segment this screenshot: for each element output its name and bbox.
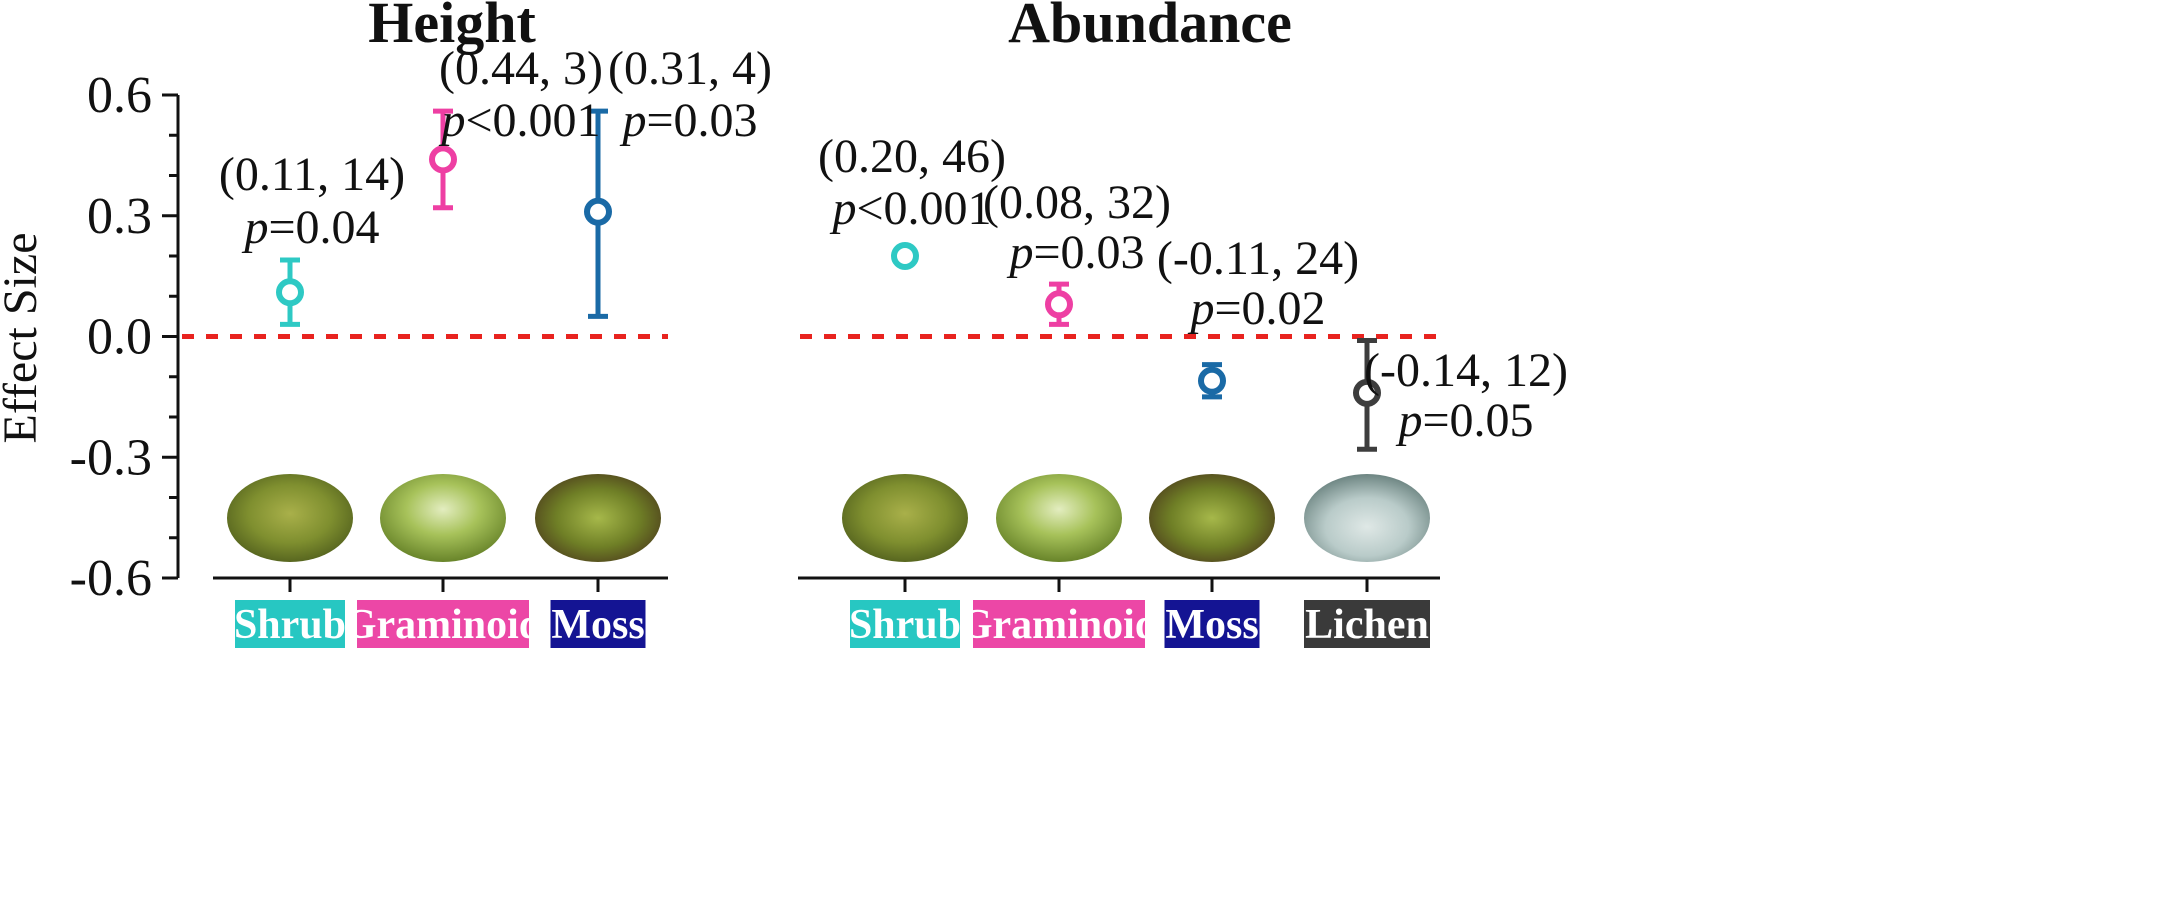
- category-label: Lichen: [1305, 602, 1429, 648]
- moss-photo: [535, 474, 661, 562]
- annotation-p-value: p=0.04: [241, 201, 379, 254]
- annotation-p-value: p=0.03: [619, 94, 757, 147]
- p-symbol: p: [241, 201, 268, 254]
- p-symbol: p: [1006, 226, 1033, 279]
- y-tick-label: 0.6: [87, 67, 152, 124]
- y-tick-label: -0.3: [70, 429, 152, 486]
- annotation-effect-n: (-0.14, 12): [1364, 344, 1568, 397]
- data-point: [1353, 378, 1381, 407]
- category-label: Shrub: [849, 602, 961, 648]
- annotation-effect-n: (0.11, 14): [219, 148, 405, 201]
- category-label: Moss: [1165, 602, 1258, 648]
- category-label-box: [1164, 600, 1260, 648]
- category-label-box: [1304, 600, 1430, 648]
- annotation-p-value: p=0.02: [1187, 282, 1325, 335]
- category-label-box: [357, 600, 529, 648]
- lichen-photo: [1304, 474, 1430, 562]
- p-value: =0.02: [1214, 282, 1325, 335]
- category-label-box: [850, 600, 960, 648]
- shrub-photo: [842, 474, 968, 562]
- point-group-graminoid: Graminoid: [344, 108, 542, 648]
- data-point: [584, 197, 612, 226]
- point-group-shrub: Shrub: [227, 257, 353, 648]
- p-symbol: p: [1395, 394, 1422, 447]
- p-value: <0.001: [856, 182, 991, 235]
- p-symbol: p: [1187, 282, 1214, 335]
- moss-photo: [1149, 474, 1275, 562]
- point-group-shrub: Shrub: [842, 242, 968, 648]
- annotation-effect-n: (0.20, 46): [818, 130, 1006, 183]
- category-label: Shrub: [234, 602, 346, 648]
- category-label: Graminoid: [344, 602, 542, 648]
- y-tick-label: -0.6: [70, 550, 152, 607]
- data-point: [891, 242, 919, 270]
- data-point: [1045, 290, 1073, 319]
- point-group-moss: Moss: [535, 108, 661, 648]
- category-label-box: [550, 600, 646, 648]
- height-panel: Height 0.6 0.3 0.0 -0.3 -0.6 Effect Size ShrubG…: [0, 0, 772, 648]
- point-group-moss: Moss: [1149, 362, 1275, 648]
- annotation-p-value: p=0.05: [1395, 394, 1533, 447]
- y-tick-label: 0.0: [87, 309, 152, 366]
- annotation-effect-n: (0.31, 4): [608, 42, 772, 95]
- y-axis-label: Effect Size: [0, 232, 47, 443]
- data-point: [1198, 366, 1226, 395]
- point-group-graminoid: Graminoid: [960, 281, 1158, 648]
- shrub-photo: [227, 474, 353, 562]
- annotation-effect-n: (0.08, 32): [983, 176, 1171, 229]
- category-label-box: [973, 600, 1145, 648]
- annotation-p-value: p=0.03: [1006, 226, 1144, 279]
- point-group-lichen: Lichen: [1304, 338, 1430, 648]
- category-label: Moss: [551, 602, 644, 648]
- graminoid-photo: [380, 474, 506, 562]
- annotation-p-value: p<0.001: [829, 182, 991, 235]
- p-value: =0.05: [1422, 394, 1533, 447]
- annotation-p-value: p<0.001: [438, 94, 600, 147]
- p-symbol: p: [829, 182, 856, 235]
- p-value: =0.03: [1033, 226, 1144, 279]
- y-tick-label: 0.3: [87, 188, 152, 245]
- p-value: =0.04: [268, 201, 379, 254]
- data-point: [429, 145, 457, 174]
- category-label: Graminoid: [960, 602, 1158, 648]
- p-symbol: p: [619, 94, 646, 147]
- annotation-effect-n: (-0.11, 24): [1157, 232, 1359, 285]
- p-value: <0.001: [465, 94, 600, 147]
- annotation-effect-n: (0.44, 3): [439, 42, 603, 95]
- p-value: =0.03: [646, 94, 757, 147]
- category-label-box: [235, 600, 345, 648]
- p-symbol: p: [438, 94, 465, 147]
- data-point: [276, 278, 304, 307]
- graminoid-photo: [996, 474, 1122, 562]
- panel-title: Height: [368, 0, 536, 55]
- panel-title: Abundance: [1008, 0, 1292, 55]
